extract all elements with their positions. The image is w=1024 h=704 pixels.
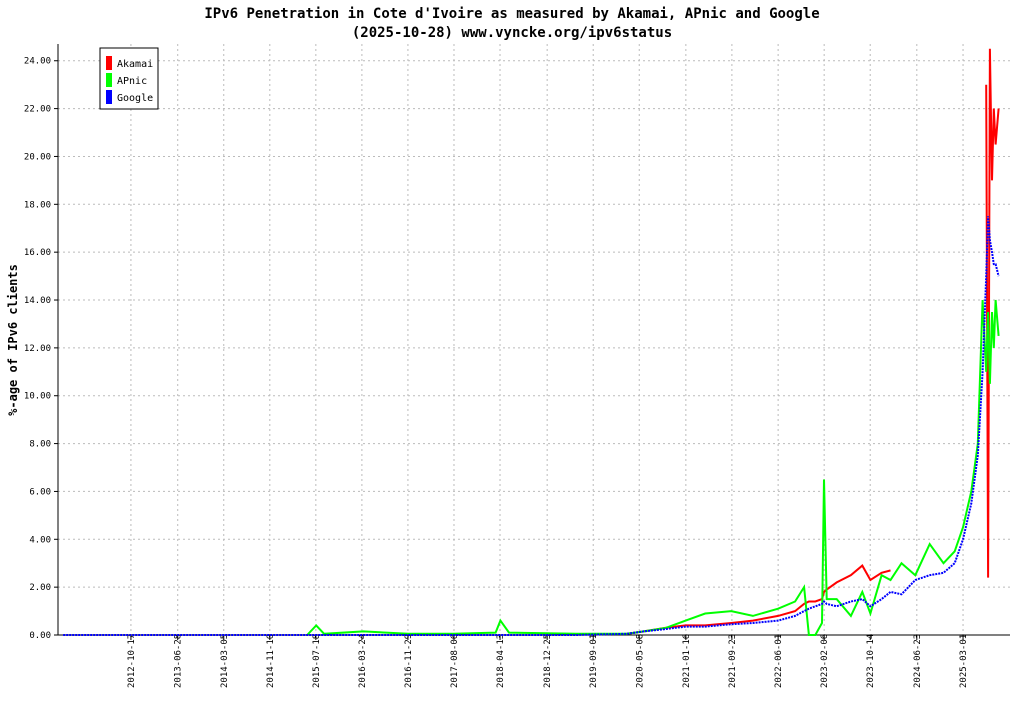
x-tick-label: 2017-08-06 [450,634,460,688]
legend-swatch [106,56,112,70]
x-tick-label: 2020-05-08 [635,634,645,688]
x-tick-label: 2012-10-17 [127,634,137,688]
y-tick-label: 2.00 [29,583,51,593]
x-tick-label: 2023-10-14 [866,634,876,688]
y-tick-label: 16.00 [24,248,51,258]
x-tick-label: 2018-04-13 [496,634,506,688]
y-tick-label: 10.00 [24,392,51,402]
chart-subtitle: (2025-10-28) www.vyncke.org/ipv6status [352,25,672,41]
x-tick-label: 2024-06-23 [913,634,923,688]
x-tick-label: 2013-06-28 [174,634,184,688]
x-tick-label: 2021-09-23 [728,634,738,688]
series-line [63,216,1000,636]
x-tick-label: 2014-03-05 [220,634,230,688]
x-tick-label: 2023-02-06 [820,634,830,688]
y-tick-label: 0.00 [29,631,51,641]
x-tick-label: 2021-01-16 [682,634,692,688]
series-line [626,48,1000,635]
legend-label: Akamai [117,59,153,70]
x-tick-label: 2019-09-01 [589,634,599,688]
x-tick-label: 2015-07-18 [312,634,322,688]
chart-title: IPv6 Penetration in Cote d'Ivoire as mea… [204,6,819,22]
y-tick-label: 20.00 [24,152,51,162]
y-tick-label: 24.00 [24,57,51,67]
y-tick-label: 22.00 [24,105,51,115]
legend-label: APnic [117,76,147,87]
x-tick-label: 2025-03-01 [959,634,969,688]
y-tick-label: 12.00 [24,344,51,354]
y-tick-label: 18.00 [24,200,51,210]
x-tick-label: 2018-12-25 [543,634,553,688]
y-tick-label: 14.00 [24,296,51,306]
y-tick-label: 8.00 [29,440,51,450]
y-tick-label: 6.00 [29,487,51,497]
x-tick-label: 2014-11-10 [266,634,276,688]
series-line [306,299,1000,636]
legend-swatch [106,73,112,87]
y-axis-label: %-age of IPv6 clients [6,264,20,416]
y-tick-label: 4.00 [29,535,51,545]
legend-label: Google [117,93,153,104]
x-tick-label: 2022-06-01 [774,634,784,688]
x-tick-label: 2016-03-24 [358,634,368,688]
legend-swatch [106,90,112,104]
x-tick-label: 2016-11-29 [404,634,414,688]
